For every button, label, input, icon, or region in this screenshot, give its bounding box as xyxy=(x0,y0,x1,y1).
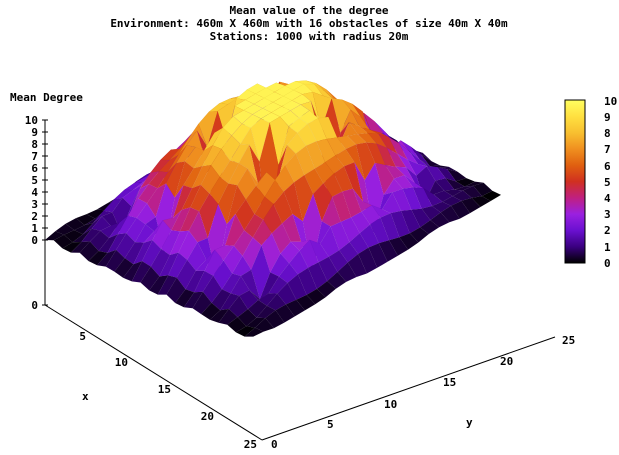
x-tick-labels: 5 10 15 20 25 xyxy=(79,330,257,451)
surface-cell xyxy=(399,233,419,250)
colorbar-tick-label: 8 xyxy=(604,127,611,140)
colorbar-tick-label: 5 xyxy=(604,176,611,189)
surface-cell xyxy=(244,327,264,337)
z-tick-labels: 0 0 1 2 3 4 5 6 7 8 9 10 xyxy=(25,114,39,312)
colorbar-tick-label: 10 xyxy=(604,95,617,108)
y-tick-label: 0 xyxy=(271,438,278,451)
colorbar-tick-label: 6 xyxy=(604,160,611,173)
z-tick-label: 0 xyxy=(31,299,38,312)
y-tick-label: 20 xyxy=(500,355,513,368)
colorbar xyxy=(564,99,586,264)
z-tick-label: 6 xyxy=(31,162,38,175)
surface-cell xyxy=(285,299,306,317)
y-tick-label: 15 xyxy=(443,376,456,389)
z-tick-label: 2 xyxy=(31,210,38,223)
surface-cell xyxy=(450,200,471,219)
surface-cell xyxy=(409,227,430,243)
x-tick-label: 10 xyxy=(115,356,128,369)
z-tick-label: 9 xyxy=(31,126,38,139)
chart-title-line-3: Stations: 1000 with radius 20m xyxy=(210,30,409,43)
z-tick-label: 3 xyxy=(31,198,38,211)
surface-cell xyxy=(430,212,450,228)
surface-cell xyxy=(265,310,285,329)
surface-cell xyxy=(481,190,502,202)
y-tick-label: 5 xyxy=(327,418,334,431)
x-tick-label: 25 xyxy=(244,438,257,451)
surface-cell xyxy=(347,253,368,278)
colorbar-tick-label: 3 xyxy=(604,208,611,221)
colorbar-tick-labels: 10 9 8 7 6 5 4 3 2 1 0 xyxy=(604,95,617,270)
surface-cell xyxy=(368,243,388,269)
colorbar-tick-label: 2 xyxy=(604,224,611,237)
surface-cell xyxy=(388,237,409,256)
z-tick-label: 4 xyxy=(31,186,38,199)
y-tick-label: 10 xyxy=(384,398,397,411)
z-tick-label: 7 xyxy=(31,150,38,163)
x-tick-label: 5 xyxy=(79,330,86,343)
x-tick-label: 15 xyxy=(158,383,171,396)
z-tick-marks xyxy=(42,119,48,306)
y-axis-line xyxy=(261,336,556,441)
surface-cell xyxy=(378,240,399,263)
y-tick-labels: 0 5 10 15 20 25 xyxy=(271,334,575,451)
chart-title-line-1: Mean value of the degree xyxy=(230,4,389,17)
z-tick-label: 0 xyxy=(31,234,38,247)
colorbar-tick-label: 0 xyxy=(604,257,611,270)
surface-cell xyxy=(337,262,357,283)
z-tick-label: 8 xyxy=(31,138,38,151)
colorbar-tick-label: 1 xyxy=(604,241,611,254)
surface-mesh xyxy=(44,80,502,337)
colorbar-tick-label: 7 xyxy=(604,143,611,156)
z-tick-label: 1 xyxy=(31,222,38,235)
z-tick-label: 5 xyxy=(31,174,38,187)
x-axis-label: x xyxy=(82,390,89,403)
x-tick-label: 20 xyxy=(201,410,214,423)
surface-cell xyxy=(471,195,492,208)
z-tick-label: 10 xyxy=(25,114,38,127)
axes xyxy=(44,120,556,441)
colorbar-tick-label: 4 xyxy=(604,192,611,205)
z-axis-label: Mean Degree xyxy=(10,91,83,104)
y-axis-label: y xyxy=(466,416,473,429)
x-axis-line xyxy=(44,304,263,441)
colorbar-tick-label: 9 xyxy=(604,111,611,124)
y-tick-label: 25 xyxy=(562,334,575,347)
chart-title-line-2: Environment: 460m X 460m with 16 obstacl… xyxy=(110,17,508,30)
